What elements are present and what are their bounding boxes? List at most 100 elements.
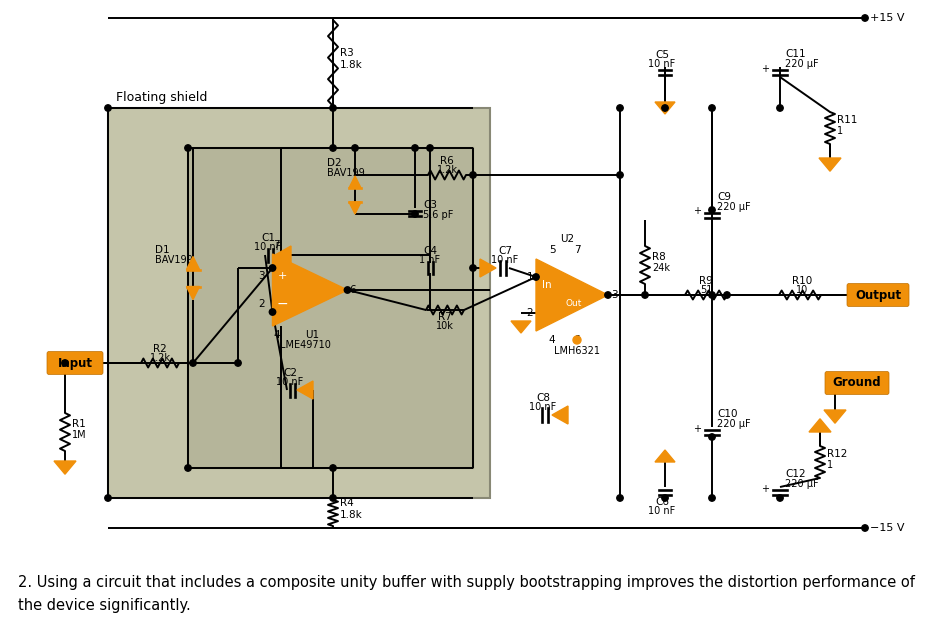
Text: 4: 4 <box>273 330 280 340</box>
Circle shape <box>105 495 111 501</box>
Circle shape <box>709 495 715 501</box>
Text: C10: C10 <box>717 409 738 419</box>
Text: 1: 1 <box>837 126 843 136</box>
Text: 220 μF: 220 μF <box>717 419 751 429</box>
Text: 6: 6 <box>349 285 356 295</box>
Text: 1 nF: 1 nF <box>419 255 441 265</box>
Text: 2: 2 <box>258 299 264 309</box>
Text: 5: 5 <box>548 245 556 255</box>
Polygon shape <box>536 259 608 331</box>
Polygon shape <box>349 202 361 214</box>
Text: C5: C5 <box>655 50 669 60</box>
Circle shape <box>616 495 623 501</box>
Circle shape <box>330 465 336 471</box>
Circle shape <box>532 274 539 280</box>
Text: 220 μF: 220 μF <box>785 479 818 489</box>
Circle shape <box>234 360 241 366</box>
Polygon shape <box>552 406 568 424</box>
Text: R11: R11 <box>837 115 857 125</box>
Circle shape <box>605 292 611 298</box>
Circle shape <box>709 105 715 111</box>
Polygon shape <box>54 461 76 474</box>
Text: U2: U2 <box>560 234 574 244</box>
Text: 3: 3 <box>258 271 264 281</box>
Circle shape <box>777 495 784 501</box>
Circle shape <box>105 105 111 111</box>
Text: R1: R1 <box>72 419 86 429</box>
Text: C9: C9 <box>717 192 731 202</box>
Polygon shape <box>275 246 291 264</box>
Text: D1: D1 <box>155 245 170 255</box>
Text: 220 μF: 220 μF <box>785 59 818 69</box>
Text: 10: 10 <box>796 285 808 295</box>
Text: R3: R3 <box>340 48 354 58</box>
Polygon shape <box>655 102 675 114</box>
Text: R6: R6 <box>440 156 454 166</box>
Polygon shape <box>349 176 361 188</box>
Text: 10 nF: 10 nF <box>254 242 282 252</box>
Circle shape <box>642 292 648 298</box>
FancyBboxPatch shape <box>825 372 889 394</box>
Text: 10 nF: 10 nF <box>491 255 518 265</box>
Text: R9: R9 <box>700 276 713 286</box>
Text: C8: C8 <box>536 393 550 403</box>
Text: 220 μF: 220 μF <box>717 202 751 212</box>
Text: 10 nF: 10 nF <box>648 59 675 69</box>
Text: 3: 3 <box>611 290 617 300</box>
Text: C1: C1 <box>261 233 275 243</box>
Text: LMH6321: LMH6321 <box>554 346 600 356</box>
Text: R12: R12 <box>827 449 847 459</box>
Text: 7: 7 <box>273 240 280 250</box>
Circle shape <box>427 145 433 151</box>
Text: C4: C4 <box>423 246 437 256</box>
Circle shape <box>345 287 350 293</box>
Text: Floating shield: Floating shield <box>116 92 207 104</box>
Text: 1.2k: 1.2k <box>149 353 171 363</box>
Text: 24k: 24k <box>652 263 670 273</box>
Text: BAV199: BAV199 <box>155 255 192 265</box>
Circle shape <box>470 265 476 271</box>
Text: Output: Output <box>855 288 901 301</box>
Text: 51: 51 <box>700 285 713 295</box>
Circle shape <box>412 145 418 151</box>
Text: C12: C12 <box>785 469 806 479</box>
Text: R2: R2 <box>153 344 167 354</box>
Circle shape <box>616 105 623 111</box>
Text: +: + <box>277 271 287 281</box>
Text: +: + <box>693 207 701 217</box>
Text: C3: C3 <box>423 200 437 210</box>
Text: 4: 4 <box>548 335 556 345</box>
Circle shape <box>412 211 418 217</box>
Circle shape <box>662 495 668 501</box>
Circle shape <box>62 360 68 366</box>
Circle shape <box>777 105 784 111</box>
Text: +: + <box>761 484 769 494</box>
Text: 7: 7 <box>573 245 580 255</box>
FancyBboxPatch shape <box>847 283 909 306</box>
Circle shape <box>269 309 276 315</box>
Circle shape <box>190 360 196 366</box>
Text: R10: R10 <box>792 276 813 286</box>
Text: U1: U1 <box>305 330 319 340</box>
Text: 1.2k: 1.2k <box>436 165 458 175</box>
Text: 1.8k: 1.8k <box>340 60 362 70</box>
Text: C2: C2 <box>283 368 297 378</box>
Text: R4: R4 <box>340 498 354 508</box>
Circle shape <box>269 265 276 271</box>
Text: R7: R7 <box>438 312 452 322</box>
Text: 2: 2 <box>527 308 533 318</box>
Bar <box>188 148 473 468</box>
Circle shape <box>616 172 623 178</box>
Text: 10k: 10k <box>436 321 454 331</box>
Text: 1: 1 <box>827 460 833 470</box>
Text: D2: D2 <box>327 158 342 168</box>
Circle shape <box>185 465 191 471</box>
Text: +15 V: +15 V <box>870 13 904 23</box>
Circle shape <box>330 105 336 111</box>
Polygon shape <box>824 410 846 423</box>
Text: Ground: Ground <box>833 377 882 389</box>
Polygon shape <box>187 286 200 300</box>
Text: +: + <box>693 423 701 433</box>
Text: LME49710: LME49710 <box>279 340 331 350</box>
Text: 1: 1 <box>527 272 533 282</box>
